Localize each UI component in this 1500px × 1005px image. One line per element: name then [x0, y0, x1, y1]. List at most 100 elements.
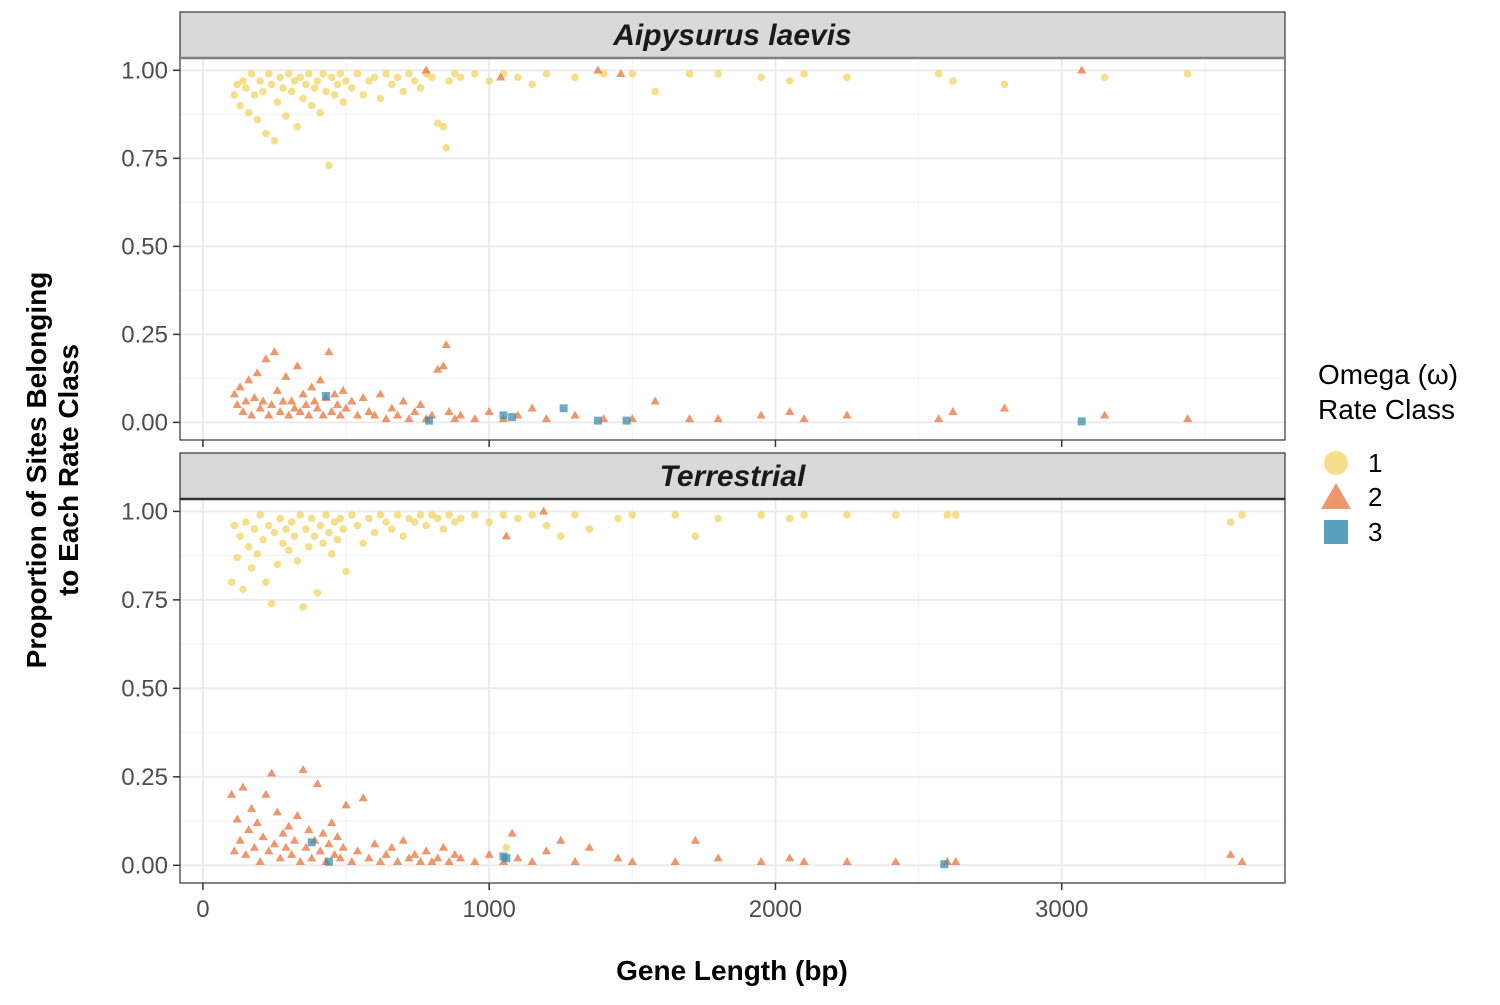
data-point-class-2	[255, 403, 265, 412]
data-point-class-2	[249, 842, 260, 851]
data-point-class-1	[244, 108, 253, 117]
data-point-class-2	[295, 407, 305, 416]
data-point-class-1	[433, 119, 442, 127]
data-point-class-2	[513, 853, 523, 862]
data-point-class-1	[359, 91, 368, 99]
data-point-class-1	[365, 77, 373, 85]
data-point-class-1	[247, 564, 256, 572]
data-point-class-2	[538, 506, 549, 515]
data-point-class-2	[404, 853, 414, 862]
data-point-class-1	[276, 514, 284, 523]
data-point-class-1	[502, 843, 511, 852]
data-point-class-1	[691, 532, 700, 540]
data-point-class-2	[341, 800, 351, 809]
points-group	[226, 506, 1247, 869]
data-point-class-1	[628, 70, 637, 78]
data-point-class-1	[316, 521, 325, 530]
data-point-class-1	[305, 70, 313, 78]
data-point-class-1	[233, 553, 242, 562]
legend-square-icon	[1324, 520, 1348, 544]
data-point-class-2	[948, 407, 958, 416]
data-point-class-2	[484, 407, 494, 416]
data-point-class-1	[302, 525, 310, 533]
data-point-class-2	[507, 828, 517, 837]
data-point-class-1	[528, 511, 536, 519]
data-point-class-2	[289, 835, 300, 844]
data-point-class-1	[242, 84, 250, 92]
data-point-class-2	[415, 856, 426, 865]
data-point-class-2	[627, 856, 637, 865]
data-point-class-1	[319, 70, 327, 78]
data-point-class-2	[284, 410, 294, 419]
data-point-class-1	[471, 511, 479, 519]
data-point-class-1	[287, 87, 296, 96]
data-point-class-2	[298, 764, 308, 773]
data-point-class-1	[542, 521, 551, 530]
points-group	[229, 65, 1193, 426]
data-point-class-2	[799, 856, 809, 865]
data-point-class-1	[264, 521, 273, 530]
data-point-class-1	[439, 525, 448, 533]
data-point-class-3	[499, 411, 508, 420]
y-tick-label: 1.00	[121, 57, 168, 84]
data-point-class-1	[296, 73, 305, 82]
data-point-class-2	[756, 856, 766, 865]
data-point-class-2	[358, 392, 368, 401]
data-point-class-1	[330, 91, 339, 99]
data-point-class-1	[276, 73, 284, 82]
data-point-class-2	[329, 849, 340, 858]
data-point-class-2	[375, 856, 386, 865]
data-point-class-1	[230, 521, 239, 530]
data-point-class-2	[229, 846, 240, 855]
data-point-class-1	[800, 511, 808, 519]
legend-item-label: 1	[1368, 448, 1382, 478]
data-point-class-2	[341, 403, 351, 412]
data-point-class-2	[292, 361, 302, 370]
data-point-class-2	[266, 768, 277, 777]
data-point-class-1	[262, 129, 270, 138]
data-point-class-1	[270, 528, 279, 537]
data-point-class-2	[287, 396, 297, 405]
strip-title: Aipysurus laevis	[612, 19, 851, 52]
y-tick-label: 1.00	[121, 498, 168, 525]
panel-1: Aipysurus laevis 0.00 0.25 0.50 0.75 1.00	[121, 11, 1286, 447]
data-point-class-2	[281, 842, 291, 851]
legend-items: 1 2 3	[1321, 448, 1382, 547]
data-point-class-1	[287, 518, 296, 526]
data-point-class-1	[299, 603, 307, 611]
data-point-class-2	[258, 832, 268, 841]
data-point-class-2	[1077, 65, 1087, 74]
data-point-class-2	[470, 414, 480, 423]
data-point-class-1	[336, 70, 345, 78]
data-point-class-2	[329, 389, 340, 398]
data-point-class-2	[338, 385, 348, 394]
data-point-class-1	[290, 532, 299, 540]
data-point-class-2	[275, 407, 285, 416]
data-point-class-2	[381, 414, 391, 423]
data-point-class-2	[398, 396, 408, 405]
data-point-class-1	[785, 77, 794, 85]
data-point-class-2	[235, 835, 245, 844]
data-point-class-2	[570, 856, 580, 865]
data-point-class-1	[376, 511, 385, 519]
data-point-class-2	[427, 410, 437, 419]
data-point-class-2	[410, 849, 420, 858]
data-point-class-1	[273, 98, 282, 106]
data-point-class-1	[382, 70, 390, 78]
data-point-class-2	[284, 821, 294, 830]
data-point-class-1	[310, 532, 319, 540]
data-point-class-1	[439, 122, 448, 131]
data-point-class-2	[799, 414, 809, 423]
data-point-class-3	[321, 391, 330, 400]
data-point-class-2	[570, 410, 580, 419]
data-point-class-1	[239, 585, 247, 594]
panel-2: Terrestrial 0.00 0.25 0.50 0.75 1.00 0 1000 2000…	[121, 452, 1286, 923]
data-point-class-1	[253, 115, 262, 124]
data-point-class-1	[528, 80, 536, 89]
data-point-class-1	[428, 511, 436, 519]
data-point-class-2	[387, 403, 397, 412]
data-point-class-1	[313, 77, 322, 85]
data-point-class-3	[593, 416, 602, 425]
data-point-class-1	[442, 143, 451, 152]
